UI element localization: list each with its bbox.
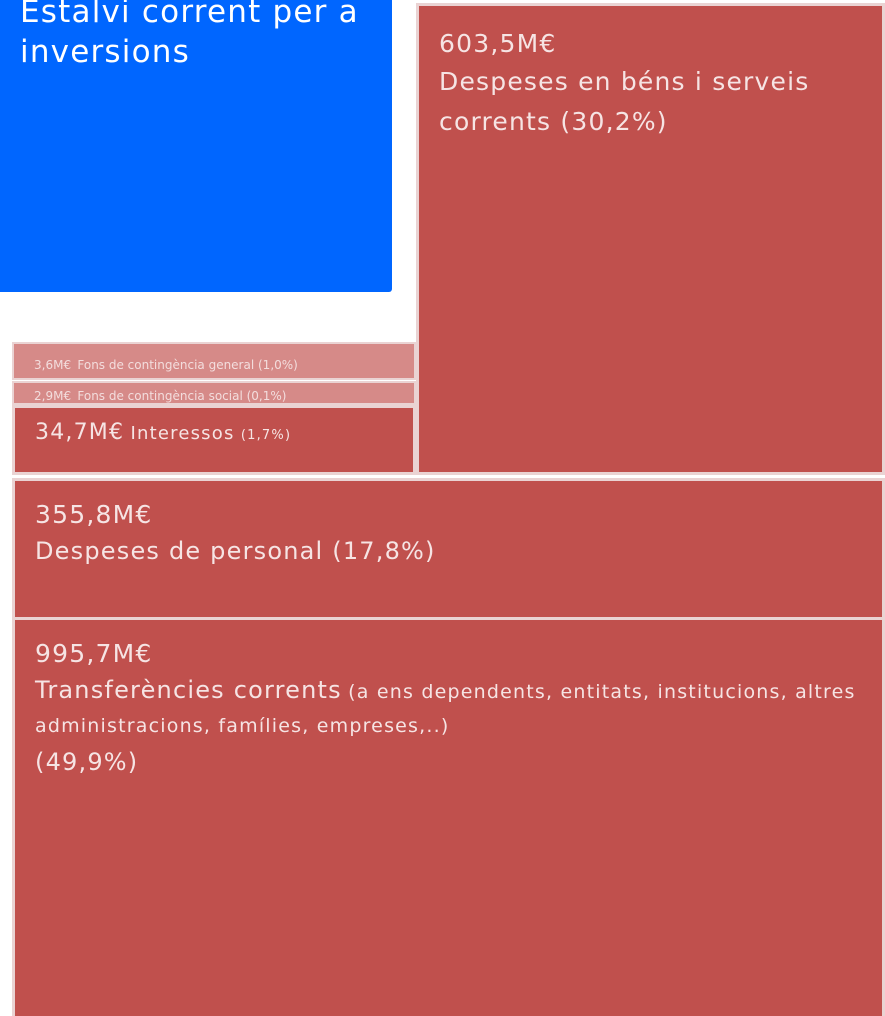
block-label: Interessos xyxy=(130,423,235,444)
block-share: (49,9%) xyxy=(35,748,139,776)
block-label: Despeses en béns i serveis corrents (30,… xyxy=(439,67,810,136)
block-label: Fons de contingència social (0,1%) xyxy=(77,389,287,403)
block-value: 2,9M€ xyxy=(34,389,72,403)
block-label: Despeses de personal (17,8%) xyxy=(35,537,436,565)
block-label: Fons de contingència general (1,0%) xyxy=(77,358,298,372)
block-share: (1,7%) xyxy=(240,428,292,443)
block-value: 355,8M€ xyxy=(35,500,153,529)
social-contingency-block: 2,9M€ Fons de contingència social (0,1%) xyxy=(12,381,416,405)
block-value: 995,7M€ xyxy=(35,639,153,668)
goods-services-block: 603,5M€ Despeses en béns i serveis corre… xyxy=(416,3,885,475)
block-value: 34,7M€ xyxy=(35,420,125,445)
personnel-block: 355,8M€ Despeses de personal (17,8%) xyxy=(12,478,885,620)
savings-block: Estalvi corrent per a inversions xyxy=(0,0,392,292)
block-label: Transferències corrents xyxy=(35,676,342,704)
interest-block: 34,7M€ Interessos (1,7%) xyxy=(12,405,416,475)
block-value: 603,5M€ xyxy=(439,29,557,58)
block-detail: (a ens dependents, entitats, institucion… xyxy=(35,681,856,737)
transfers-block: 995,7M€ Transferències corrents (a ens d… xyxy=(12,617,885,1016)
general-contingency-block: 3,6M€ Fons de contingència general (1,0%… xyxy=(12,342,416,380)
block-value: 3,6M€ xyxy=(34,358,72,372)
block-title: Estalvi corrent per a inversions xyxy=(20,0,359,70)
